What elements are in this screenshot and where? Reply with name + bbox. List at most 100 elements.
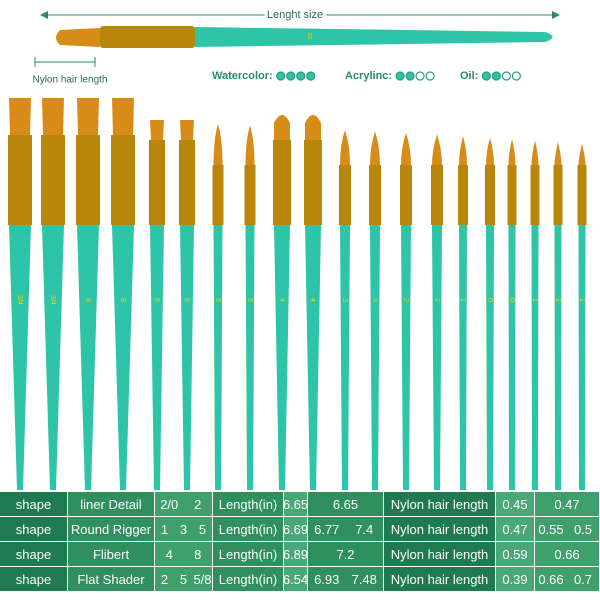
ferrule [149,140,165,225]
table-cell: 0.66 [535,542,600,566]
table-cell: 7.2 [308,542,384,566]
size-mark: 1 [531,298,538,302]
table-row: shape Round Rigger 1 3 5 Length(in) 6.69 6.77 7.… [0,517,600,541]
bristles [245,125,255,165]
handle [213,225,223,490]
handle [274,225,290,490]
cell-value: 3 [179,521,188,537]
handle [432,225,442,490]
ferrule [304,140,322,225]
cell-value: 4 [165,546,173,562]
size-mark: 0 [486,298,493,302]
ferrule [485,165,495,225]
size-mark: 4 [278,298,285,302]
table-cell: shape [0,542,68,566]
bristles [56,28,100,47]
handle [401,225,411,490]
table-row: shape liner Detail 2/0 2 Length(in) 6.65 6.65 N… [0,492,600,516]
cell-value: 6.93 [314,571,340,587]
handle [486,225,494,490]
table-cell: liner Detail [68,492,155,516]
size-mark: 4 [309,298,316,302]
ferrule [76,135,100,225]
handle [531,225,539,490]
bristles [554,142,562,165]
ferrule [400,165,412,225]
handle [42,225,64,490]
table-cell: Flibert [68,542,155,566]
size-mark: 2 [433,298,440,302]
size-mark: 5 [246,298,253,302]
table-cell: 6.65 [284,492,308,516]
cell-value: 0.7 [573,571,593,587]
cell-value: 5 [179,571,188,587]
bristles [340,130,350,165]
table-cell: 0.55 0.5 [535,517,600,541]
table-cell: Length(in) [213,567,284,591]
handle [340,225,350,490]
table-cell: Length(in) [213,542,284,566]
table-cell: 2 5 5/8 [155,567,213,591]
bristles [180,120,194,140]
brush-illustration: Lenght size 8 Nylon hair length Watercol… [8,8,587,490]
size-mark: 2 [402,298,409,302]
cell-value: 0.5 [573,521,593,537]
cell-value: 7.48 [351,571,377,587]
size-mark: 2 [459,298,466,302]
size-mark: 3/4 [16,295,23,305]
table-cell: Nylon hair length [384,492,496,516]
table-cell: 0.47 [496,517,535,541]
ferrule [530,165,540,225]
cell-value: 2 [160,571,169,587]
ferrule [212,165,224,225]
cell-value: 2 [194,496,202,512]
cell-value: 2/0 [160,496,179,512]
table-cell: shape [0,492,68,516]
ferrule [339,165,351,225]
spec-table: shape liner Detail 2/0 2 Length(in) 6.65 6.65 N… [0,492,600,592]
handle [112,225,134,490]
table-cell: Length(in) [213,492,284,516]
cell-value: 0.66 [554,546,580,562]
rating-dot [415,71,425,81]
size-mark: 3 [371,298,378,302]
ferrule [179,140,195,225]
rating-dot [296,71,306,81]
ferrule [273,140,291,225]
table-cell: shape [0,567,68,591]
bristles [459,136,467,165]
bristles [213,124,223,165]
length-label: Lenght size [267,9,323,21]
table-cell: 2/0 2 [155,492,213,516]
rating-dot [405,71,415,81]
handle [554,225,562,490]
handle [195,27,553,47]
table-cell: 0.66 0.7 [535,567,600,591]
cell-value: 7.4 [355,521,374,537]
rating-dot [491,71,501,81]
table-cell: 6.54 [284,567,308,591]
rating-dot [511,71,521,81]
size-mark: 1 [578,298,585,302]
bristles [370,131,380,165]
rating-dot [286,71,296,81]
ferrule [111,135,135,225]
bristles [401,133,411,165]
size-mark: 3/4 [49,295,56,305]
handle [578,225,586,490]
bristles [486,137,494,165]
ferrule [369,165,381,225]
bristles [508,139,516,165]
ferrule [100,26,195,48]
bristles [112,98,134,135]
table-cell: Flat Shader [68,567,155,591]
cell-value: 5 [198,521,207,537]
table-cell: 0.45 [496,492,535,516]
cell-value: 0.55 [538,521,564,537]
table-cell: 6.65 [308,492,384,516]
bristles [150,120,164,140]
table-cell: Nylon hair length [384,542,496,566]
handle [508,225,516,490]
rating-dot [306,71,316,81]
